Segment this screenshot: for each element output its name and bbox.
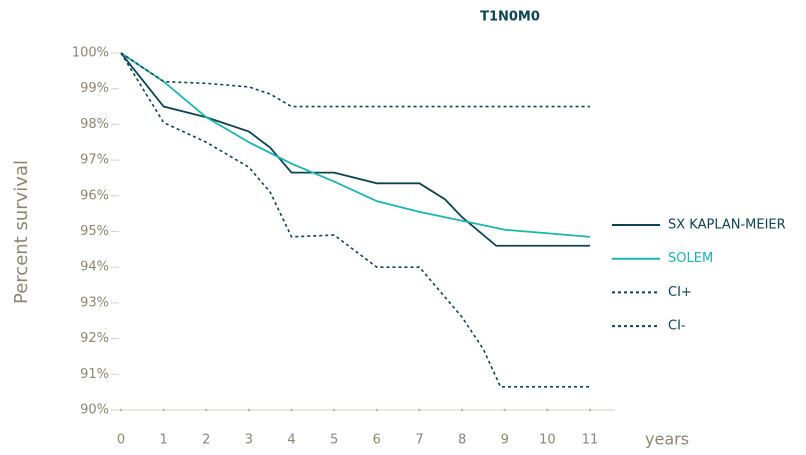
y-tick-label: 93%	[80, 295, 109, 310]
series-line	[120, 52, 591, 238]
y-tick-label: 94%	[80, 260, 109, 275]
x-tick	[375, 408, 379, 412]
legend-label: SOLEM	[668, 251, 713, 266]
x-tick	[290, 408, 293, 412]
x-tick-label: 1	[159, 433, 167, 448]
x-tick-label: 0	[117, 433, 125, 448]
series-line	[120, 52, 590, 108]
x-tick	[332, 408, 336, 412]
x-tick	[503, 408, 506, 412]
y-tick-label: 100%	[72, 46, 109, 61]
y-tick-label: 90%	[80, 403, 109, 418]
x-axis-label: years	[645, 430, 689, 449]
legend-label: CI-	[668, 319, 686, 334]
legend-label: SX KAPLAN-MEIER	[668, 218, 786, 233]
x-tick	[162, 408, 165, 412]
x-tick-label: 3	[245, 433, 253, 448]
x-tick-label: 7	[415, 433, 423, 448]
x-tick-label: 10	[539, 433, 556, 448]
x-tick	[205, 408, 208, 412]
y-tick-label: 97%	[80, 153, 109, 168]
x-tick	[460, 408, 464, 412]
y-axis-label: Percent survival	[11, 160, 32, 304]
chart-title: T1N0M0	[480, 10, 540, 25]
y-tick-label: 95%	[80, 224, 109, 239]
x-tick-label: 5	[330, 433, 338, 448]
x-tick-label: 6	[373, 433, 381, 448]
x-tick	[247, 408, 251, 412]
y-tick-label: 99%	[80, 81, 109, 96]
x-tick	[588, 408, 592, 412]
y-tick-label: 96%	[80, 188, 109, 203]
y-tick-label: 92%	[80, 331, 109, 346]
legend-label: CI+	[668, 285, 692, 300]
x-tick	[418, 408, 421, 412]
series-line	[120, 52, 590, 247]
series-line	[120, 52, 590, 388]
x-tick	[119, 408, 123, 412]
x-tick-label: 11	[582, 433, 599, 448]
x-tick-label: 9	[501, 433, 509, 448]
y-tick-label: 98%	[80, 117, 109, 132]
x-tick-label: 8	[458, 433, 466, 448]
x-tick-label: 2	[202, 433, 210, 448]
y-tick-label: 91%	[80, 367, 109, 382]
x-tick	[546, 408, 549, 412]
x-tick-label: 4	[287, 433, 295, 448]
